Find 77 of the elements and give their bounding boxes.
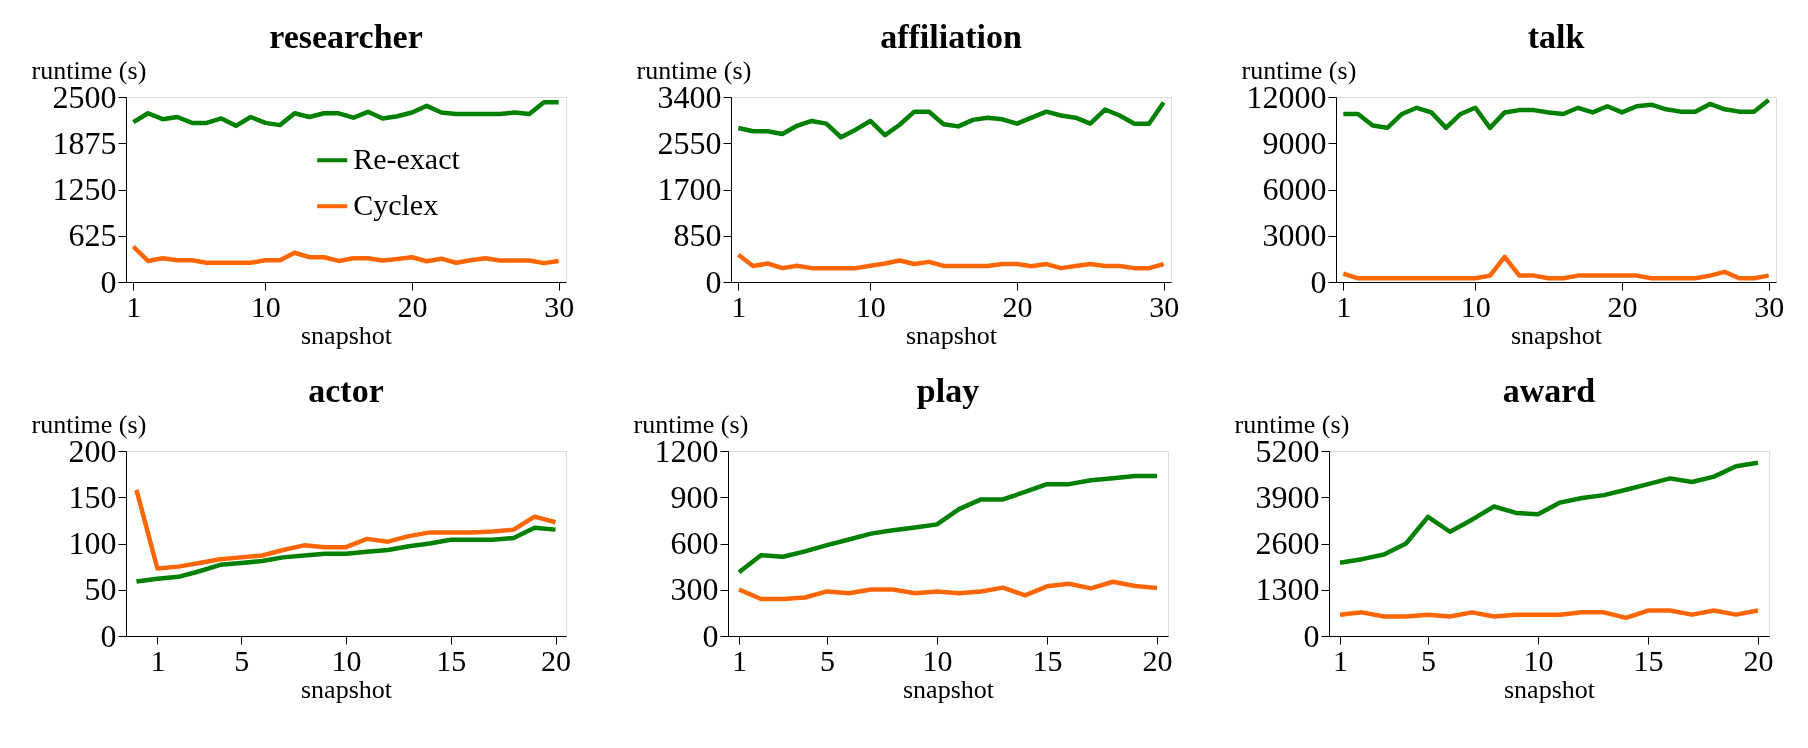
- x-tick-label: 1: [126, 289, 142, 323]
- y-tick-label: 2600: [1255, 525, 1320, 561]
- y-tick-label: 1700: [657, 171, 722, 207]
- y-tick-label: 6000: [1262, 171, 1327, 207]
- x-axis-title: snapshot: [906, 320, 998, 350]
- y-tick-label: 50: [84, 571, 117, 608]
- chart-title: researcher: [269, 18, 423, 55]
- x-tick-label: 5: [234, 643, 250, 677]
- x-tick-label: 20: [397, 289, 428, 323]
- x-axis-title: snapshot: [1511, 320, 1603, 350]
- x-axis-title: snapshot: [301, 320, 393, 350]
- line-series: [736, 579, 1160, 602]
- y-tick-label: 850: [673, 217, 722, 254]
- x-tick-label: 20: [1002, 289, 1033, 323]
- y-tick-label: 0: [1310, 263, 1327, 300]
- x-tick-label: 1: [1336, 289, 1352, 323]
- y-tick-label: 9000: [1262, 124, 1327, 161]
- x-tick-label: 20: [1607, 289, 1638, 323]
- line-series: [1337, 460, 1761, 565]
- x-axis-title: snapshot: [903, 674, 995, 704]
- chart-title: talk: [1527, 18, 1585, 55]
- line-series: [134, 487, 558, 571]
- chart-title: affiliation: [880, 18, 1022, 55]
- line-series: [736, 252, 1166, 271]
- y-tick-label: 0: [705, 263, 722, 300]
- x-tick-label: 20: [1743, 643, 1774, 677]
- line-series: [1341, 97, 1771, 131]
- x-tick-label: 10: [855, 289, 886, 323]
- legend-label: Cyclex: [353, 188, 439, 222]
- y-tick-label: 0: [100, 617, 117, 654]
- y-tick-label: 2550: [657, 124, 722, 161]
- line-series: [1341, 254, 1771, 281]
- x-tick-label: 1: [731, 289, 747, 323]
- chart-title: play: [916, 372, 980, 409]
- y-tick-label: 3900: [1255, 478, 1320, 515]
- x-tick-label: 1: [150, 643, 166, 677]
- line-series: [1337, 608, 1761, 621]
- y-tick-label: 0: [1303, 617, 1320, 654]
- x-tick-label: 15: [1633, 643, 1664, 677]
- x-tick-label: 20: [1142, 643, 1173, 677]
- x-tick-label: 10: [922, 643, 953, 677]
- y-tick-label: 0: [100, 263, 117, 300]
- y-tick-label: 150: [68, 478, 117, 515]
- y-tick-label: 100: [68, 525, 117, 561]
- x-tick-label: 5: [820, 643, 835, 677]
- x-tick-label: 1: [732, 643, 747, 677]
- x-tick-label: 30: [1149, 289, 1180, 323]
- chart-title: award: [1502, 372, 1596, 409]
- x-tick-label: 30: [544, 289, 575, 323]
- y-tick-label: 900: [670, 478, 719, 515]
- y-tick-label: 1250: [52, 171, 117, 207]
- x-tick-label: 10: [1523, 643, 1554, 677]
- y-tick-label: 1300: [1255, 571, 1320, 608]
- y-tick-label: 300: [670, 571, 719, 608]
- chart-title: actor: [308, 372, 384, 409]
- line-series: [736, 473, 1160, 575]
- y-tick-label: 1875: [52, 124, 117, 161]
- x-tick-label: 15: [1032, 643, 1063, 677]
- line-series: [131, 99, 561, 129]
- x-tick-label: 10: [331, 643, 362, 677]
- legend-label: Re-exact: [353, 142, 461, 176]
- x-tick-label: 20: [541, 643, 572, 677]
- y-tick-label: 625: [68, 217, 117, 254]
- line-series: [131, 244, 561, 266]
- x-tick-label: 10: [1460, 289, 1491, 323]
- x-tick-label: 10: [250, 289, 281, 323]
- y-tick-label: 3000: [1262, 217, 1327, 254]
- x-tick-label: 1: [1333, 643, 1348, 677]
- y-tick-label: 0: [702, 617, 719, 654]
- x-tick-label: 30: [1754, 289, 1785, 323]
- x-tick-label: 5: [1421, 643, 1436, 677]
- x-axis-title: snapshot: [1504, 674, 1596, 704]
- line-series: [736, 100, 1166, 140]
- y-tick-label: 600: [670, 525, 719, 561]
- x-axis-title: snapshot: [301, 674, 393, 704]
- x-tick-label: 15: [436, 643, 467, 677]
- line-series: [134, 525, 558, 584]
